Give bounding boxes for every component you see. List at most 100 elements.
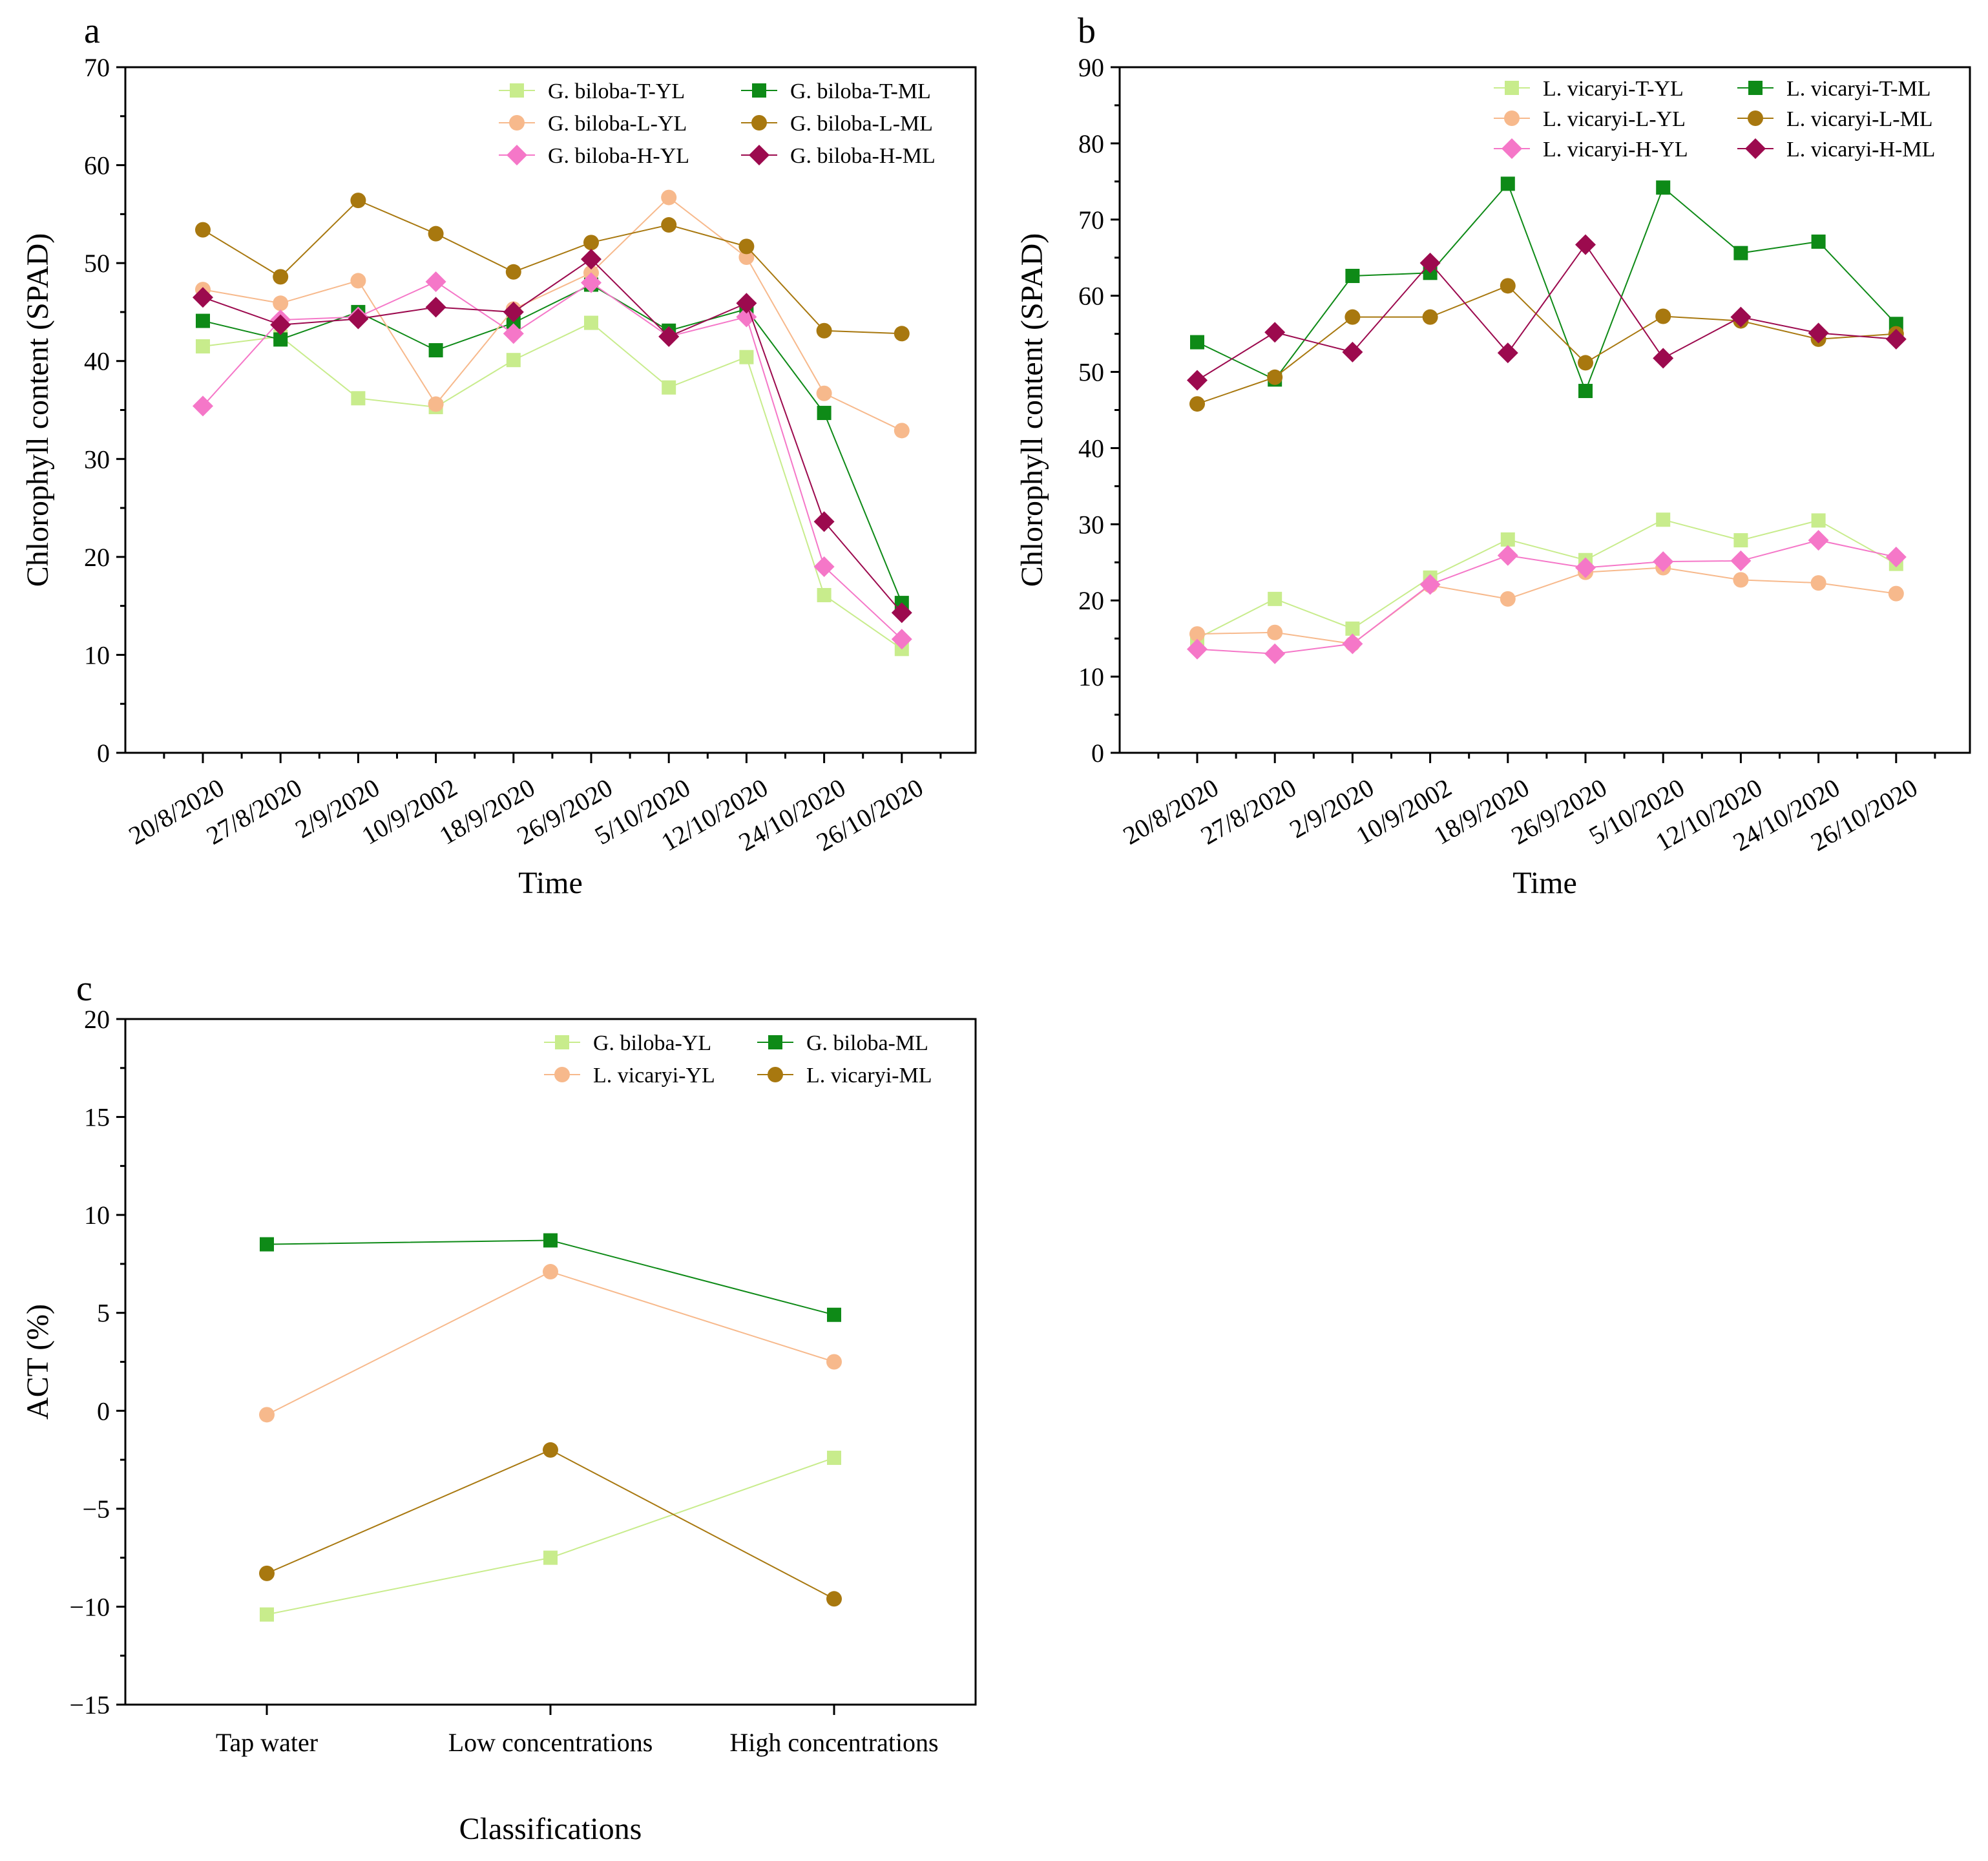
data-point xyxy=(827,1451,841,1466)
data-point xyxy=(1808,322,1829,344)
data-point xyxy=(351,391,366,406)
series-line xyxy=(202,322,903,650)
data-point xyxy=(662,380,676,395)
x-axis-title: Time xyxy=(518,866,583,900)
data-point xyxy=(1811,513,1826,528)
x-tick-label: Low concentrations xyxy=(448,1728,653,1757)
data-point xyxy=(1811,234,1826,249)
series-line xyxy=(202,284,903,604)
legend-marker xyxy=(510,83,524,98)
data-point xyxy=(581,272,602,293)
data-point xyxy=(259,1565,275,1581)
data-point xyxy=(894,423,910,439)
data-point xyxy=(193,287,213,308)
data-point xyxy=(1733,572,1749,588)
data-point xyxy=(817,406,832,421)
data-point xyxy=(1575,557,1596,578)
data-point xyxy=(270,314,291,335)
data-point xyxy=(1500,278,1516,294)
data-point xyxy=(1189,626,1205,642)
series-g-biloba-h-ml xyxy=(193,249,912,624)
y-tick-label: 80 xyxy=(1078,129,1104,158)
y-tick-label: −10 xyxy=(69,1592,110,1621)
series-line xyxy=(202,280,903,640)
series-l-vicaryi-h-ml xyxy=(1187,234,1907,391)
legend-marker xyxy=(555,1035,569,1049)
legend-label: L. vicaryi-H-ML xyxy=(1786,138,1935,162)
legend-marker xyxy=(1748,110,1763,126)
data-point xyxy=(1345,269,1360,284)
series-l-vicaryi-h-yl xyxy=(1187,530,1907,664)
series-line xyxy=(1197,519,1897,640)
y-tick-label: 20 xyxy=(84,543,110,572)
data-point xyxy=(505,264,521,280)
panel-letter-a: a xyxy=(84,11,100,51)
legend-label: L. vicaryi-L-ML xyxy=(1786,107,1933,131)
data-point xyxy=(425,297,446,318)
data-point xyxy=(1733,533,1748,548)
data-point xyxy=(273,332,288,347)
data-point xyxy=(506,353,521,368)
legend-marker xyxy=(1748,81,1763,95)
data-point xyxy=(581,249,602,270)
legend: G. biloba-T-YL G. biloba-T-ML G. biloba-L-… xyxy=(499,79,936,168)
data-point xyxy=(816,385,832,401)
legend-marker xyxy=(509,115,525,131)
data-point xyxy=(543,1233,558,1248)
data-point xyxy=(583,235,599,251)
legend-label: G. biloba-ML xyxy=(806,1031,928,1055)
data-point xyxy=(661,189,677,205)
legend-label: G. biloba-T-YL xyxy=(548,79,685,103)
data-point xyxy=(543,1264,558,1280)
y-tick-label: 20 xyxy=(1078,586,1104,615)
data-point xyxy=(193,395,213,417)
data-point xyxy=(260,1607,274,1622)
data-point xyxy=(1267,369,1283,385)
data-point xyxy=(350,273,366,289)
data-point xyxy=(1268,591,1282,606)
series-line xyxy=(202,196,903,432)
y-tick-label: 70 xyxy=(1078,205,1104,235)
y-tick-label: 60 xyxy=(1078,282,1104,311)
data-point xyxy=(196,313,210,328)
data-point xyxy=(891,629,912,650)
data-point xyxy=(273,269,289,285)
data-point xyxy=(1808,530,1829,551)
data-point xyxy=(736,306,757,328)
data-point xyxy=(1422,309,1438,325)
data-point xyxy=(894,326,910,342)
y-tick-label: 50 xyxy=(1078,358,1104,387)
data-point xyxy=(1730,550,1752,571)
series-line xyxy=(202,258,903,613)
legend-marker xyxy=(1504,110,1520,126)
data-point xyxy=(1655,308,1671,324)
legend-label: G. biloba-YL xyxy=(593,1031,711,1055)
data-point xyxy=(736,293,757,314)
y-tick-label: 0 xyxy=(97,739,110,768)
data-point xyxy=(428,226,444,242)
y-tick-label: 15 xyxy=(84,1103,110,1132)
legend-marker xyxy=(1745,138,1766,159)
y-tick-label: 0 xyxy=(1091,739,1104,768)
data-point xyxy=(1578,355,1593,371)
panel-letter-b: b xyxy=(1078,11,1096,51)
data-point xyxy=(1190,335,1204,350)
data-point xyxy=(428,343,443,358)
data-point xyxy=(1419,574,1441,595)
legend-marker xyxy=(752,83,766,98)
data-point xyxy=(1656,180,1671,195)
y-tick-label: 60 xyxy=(84,151,110,180)
legend-label: G. biloba-H-YL xyxy=(548,144,689,168)
data-point xyxy=(503,323,524,344)
data-point xyxy=(1656,512,1671,527)
data-point xyxy=(1267,624,1283,640)
legend-marker xyxy=(749,145,769,165)
y-tick-label: 0 xyxy=(97,1396,110,1425)
data-point xyxy=(813,511,835,532)
data-point xyxy=(826,1354,842,1370)
legend-marker xyxy=(1505,81,1519,95)
panel-letter-c: c xyxy=(76,969,92,1009)
y-tick-label: 30 xyxy=(1078,510,1104,539)
